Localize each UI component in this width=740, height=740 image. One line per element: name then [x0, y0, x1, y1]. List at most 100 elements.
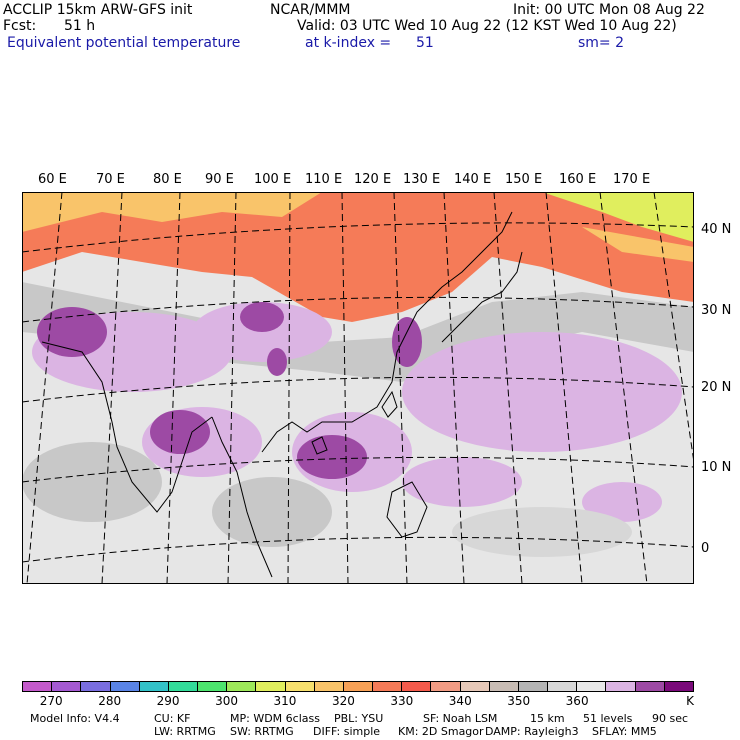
field-band-orange [22, 192, 322, 232]
colorbar-swatch [227, 682, 257, 691]
colorbar-swatch [198, 682, 228, 691]
colorbar-tick-label: 270 [39, 694, 63, 708]
colorbar-swatch [52, 682, 82, 691]
lon-label: 70 E [96, 172, 125, 187]
field-band-grey [22, 282, 694, 382]
lat-label: 10 N [701, 460, 732, 475]
model-title: ACCLIP 15km ARW-GFS init [3, 2, 193, 18]
colorbar-swatch [110, 682, 140, 691]
lon-label: 110 E [305, 172, 343, 187]
colorbar-swatch [373, 682, 403, 691]
colorbar-swatch [285, 682, 315, 691]
graticule-line [22, 222, 694, 253]
colorbar-tick-label: 340 [448, 694, 472, 708]
field-band-orange2 [582, 227, 694, 262]
field-patch [212, 477, 332, 547]
coast-korea [426, 211, 513, 303]
footer-resolution: 15 km [530, 712, 565, 725]
colorbar-swatch [664, 682, 693, 691]
field-core [267, 348, 287, 376]
footer-sw: SW: RRTMG [230, 725, 294, 738]
level-label: at k-index = [305, 35, 392, 51]
footer-pbl: PBL: YSU [334, 712, 384, 725]
colorbar-swatch [489, 682, 519, 691]
colorbar-swatch [402, 682, 432, 691]
colorbar-tick-label: 300 [215, 694, 238, 708]
field-core [297, 435, 367, 479]
field-blob [582, 482, 662, 522]
colorbar-swatch [139, 682, 169, 691]
colorbar-swatch [343, 682, 374, 691]
coast-india [41, 341, 213, 513]
field-patch [452, 507, 632, 557]
field-core [37, 307, 107, 357]
lat-label: 0 [701, 541, 710, 556]
colorbar [22, 681, 694, 692]
lat-label: 40 N [701, 222, 732, 237]
footer-mp: MP: WDM 6class [230, 712, 320, 725]
colorbar-swatch [548, 682, 578, 691]
footer-damp: DAMP: Rayleigh3 [485, 725, 579, 738]
lon-label: 60 E [38, 172, 67, 187]
coast-indochina-west [211, 416, 273, 578]
graticule-line [22, 536, 694, 563]
footer-diff: DIFF: simple [313, 725, 381, 738]
field-core [240, 302, 284, 332]
footer-model-info: Model Info: V4.4 [30, 712, 120, 725]
forecast-label: Fcst: [3, 18, 37, 34]
field-blob [402, 457, 522, 507]
lon-label: 90 E [205, 172, 234, 187]
field-name: Equivalent potential temperature [7, 35, 241, 51]
lon-label: 170 E [613, 172, 651, 187]
colorbar-swatch [23, 682, 53, 691]
coast-japan [441, 251, 523, 343]
colorbar-swatch [635, 682, 665, 691]
coast-philippines [386, 481, 428, 538]
colorbar-swatch [606, 682, 636, 691]
colorbar-swatch [577, 682, 607, 691]
colorbar-swatch [81, 682, 111, 691]
lon-label: 140 E [454, 172, 492, 187]
colorbar-swatch [168, 682, 199, 691]
footer-sflay: SFLAY: MM5 [592, 725, 657, 738]
lon-label: 160 E [559, 172, 597, 187]
init-time: Init: 00 UTC Mon 08 Aug 22 [513, 2, 705, 18]
graticule-line [22, 376, 694, 403]
colorbar-tick-label: 350 [507, 694, 531, 708]
coast-taiwan [381, 390, 398, 418]
graticule-line [653, 192, 694, 466]
footer-timestep: 90 sec [652, 712, 689, 725]
graticule-line [22, 296, 694, 323]
lon-label: 150 E [505, 172, 543, 187]
field-patch [22, 442, 162, 522]
field-blob [402, 332, 682, 452]
colorbar-unit: K [686, 694, 694, 708]
colorbar-swatch [518, 682, 549, 691]
colorbar-tick-label: 320 [331, 694, 355, 708]
center-label: NCAR/MMM [270, 2, 351, 18]
forecast-hour: 51 h [64, 18, 96, 34]
colorbar-tick-label: 290 [156, 694, 180, 708]
lat-label: 20 N [701, 380, 732, 395]
footer-lw: LW: RRTMG [154, 725, 216, 738]
lon-label: 130 E [403, 172, 441, 187]
field-core [150, 410, 210, 454]
footer-km: KM: 2D Smagor [398, 725, 484, 738]
lon-label: 100 E [254, 172, 292, 187]
map-border [22, 192, 694, 584]
coastlines [41, 211, 523, 578]
colorbar-swatch [314, 682, 344, 691]
lon-label: 80 E [153, 172, 182, 187]
smoothing-label: sm= 2 [578, 35, 625, 51]
colorbar-tick-label: 330 [390, 694, 414, 708]
colorbar-tick-label: 360 [565, 694, 589, 708]
footer-sf: SF: Noah LSM [423, 712, 498, 725]
field-band-red [22, 192, 694, 322]
coast-hainan [311, 436, 328, 455]
graticule-line [22, 456, 694, 483]
colorbar-tick-label: 280 [98, 694, 122, 708]
colorbar-swatch [460, 682, 490, 691]
level-value: 51 [416, 35, 434, 51]
footer-levels: 51 levels [583, 712, 633, 725]
coast-china [261, 301, 428, 453]
